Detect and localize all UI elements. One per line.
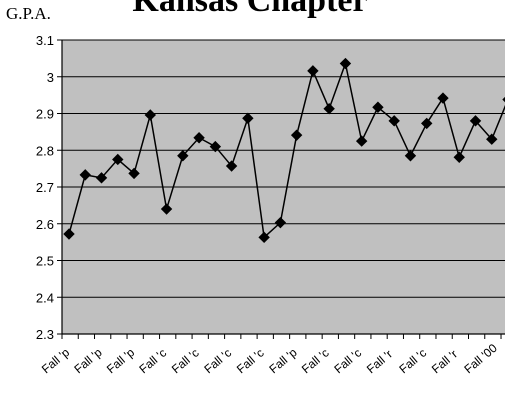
y-tick-label: 2.5 — [36, 254, 54, 269]
x-tick-label: Fall 'c — [136, 346, 169, 377]
x-tick-label: Fall 'c — [331, 346, 364, 377]
data-point-marker — [209, 140, 222, 153]
x-tick-label: Fall 'p — [71, 345, 104, 376]
y-tick-label: 2.8 — [36, 143, 54, 158]
data-point-marker — [388, 115, 400, 127]
x-tick-label: Fall 'c — [396, 346, 429, 377]
data-point-marker — [193, 132, 205, 144]
data-point-marker — [242, 112, 254, 124]
data-point-marker — [421, 117, 433, 130]
data-point-marker — [225, 160, 238, 172]
x-tick-label: Fall 'p — [39, 345, 72, 376]
data-point-marker — [404, 150, 417, 162]
data-point-marker — [95, 172, 108, 184]
x-tick-label: Fall 'r — [364, 347, 395, 376]
y-tick-label: 3 — [47, 70, 54, 85]
series-line — [68, 60, 505, 239]
y-tick-label: 2.9 — [36, 107, 54, 122]
data-point-marker — [177, 150, 189, 162]
data-point-marker — [486, 133, 498, 145]
data-point-marker — [63, 228, 75, 240]
data-point-marker — [79, 169, 91, 181]
x-tick-label: Fall 'c — [169, 346, 202, 377]
data-point-marker — [144, 109, 157, 121]
y-tick-label: 2.4 — [36, 290, 54, 305]
x-tick-label: Fall 'p — [104, 345, 137, 376]
data-point-marker — [355, 135, 368, 147]
y-tick-label: 2.6 — [36, 217, 54, 232]
x-tick-label: Fall 'r — [429, 347, 460, 376]
data-point-marker — [258, 231, 270, 244]
x-tick-label: Fall 'p — [266, 345, 299, 376]
y-tick-label: 3.1 — [36, 33, 54, 48]
data-point-marker — [453, 151, 465, 163]
data-point-marker — [469, 115, 482, 127]
y-tick-label: 2.3 — [36, 327, 54, 342]
data-point-marker — [290, 129, 303, 141]
data-point-marker — [307, 65, 319, 77]
x-tick-label: Fall 'c — [201, 346, 234, 377]
y-tick-label: 2.7 — [36, 180, 54, 195]
data-point-marker — [323, 103, 335, 115]
chart-title: Kansas Chapter — [132, 0, 368, 19]
data-point-marker — [112, 153, 124, 166]
data-point-marker — [339, 57, 352, 70]
data-point-marker — [437, 92, 449, 104]
x-tick-label: Fall '00 — [461, 341, 500, 377]
y-axis-label: G.P.A. — [6, 4, 51, 23]
data-point-marker — [160, 203, 173, 215]
data-point-marker — [128, 167, 140, 180]
data-point-marker — [274, 216, 287, 229]
x-tick-label: Fall 'c — [299, 346, 332, 377]
x-tick-label: Fall 'c — [234, 346, 267, 377]
data-point-marker — [372, 101, 384, 113]
